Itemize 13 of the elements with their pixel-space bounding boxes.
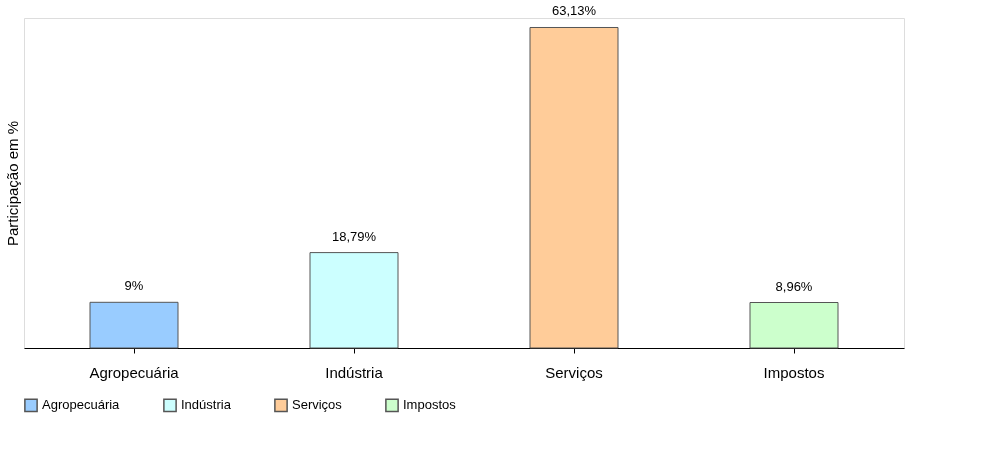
- data-label: 18,79%: [331, 228, 377, 244]
- data-label: 63,13%: [551, 3, 597, 19]
- x-tick-label: Serviços: [545, 363, 603, 381]
- legend-label: Indústria: [181, 397, 232, 413]
- y-axis-title: Participação em %: [3, 120, 21, 247]
- legend-label: Serviços: [292, 397, 343, 413]
- x-tick-label: Agropecuária: [89, 363, 180, 381]
- x-tick-label: Impostos: [763, 363, 825, 381]
- legend-label: Agropecuária: [42, 397, 121, 413]
- legend-label: Impostos: [403, 397, 457, 413]
- data-label: 8,96%: [775, 278, 813, 294]
- data-label: 9%: [124, 278, 144, 294]
- x-tick-label: Indústria: [325, 363, 384, 381]
